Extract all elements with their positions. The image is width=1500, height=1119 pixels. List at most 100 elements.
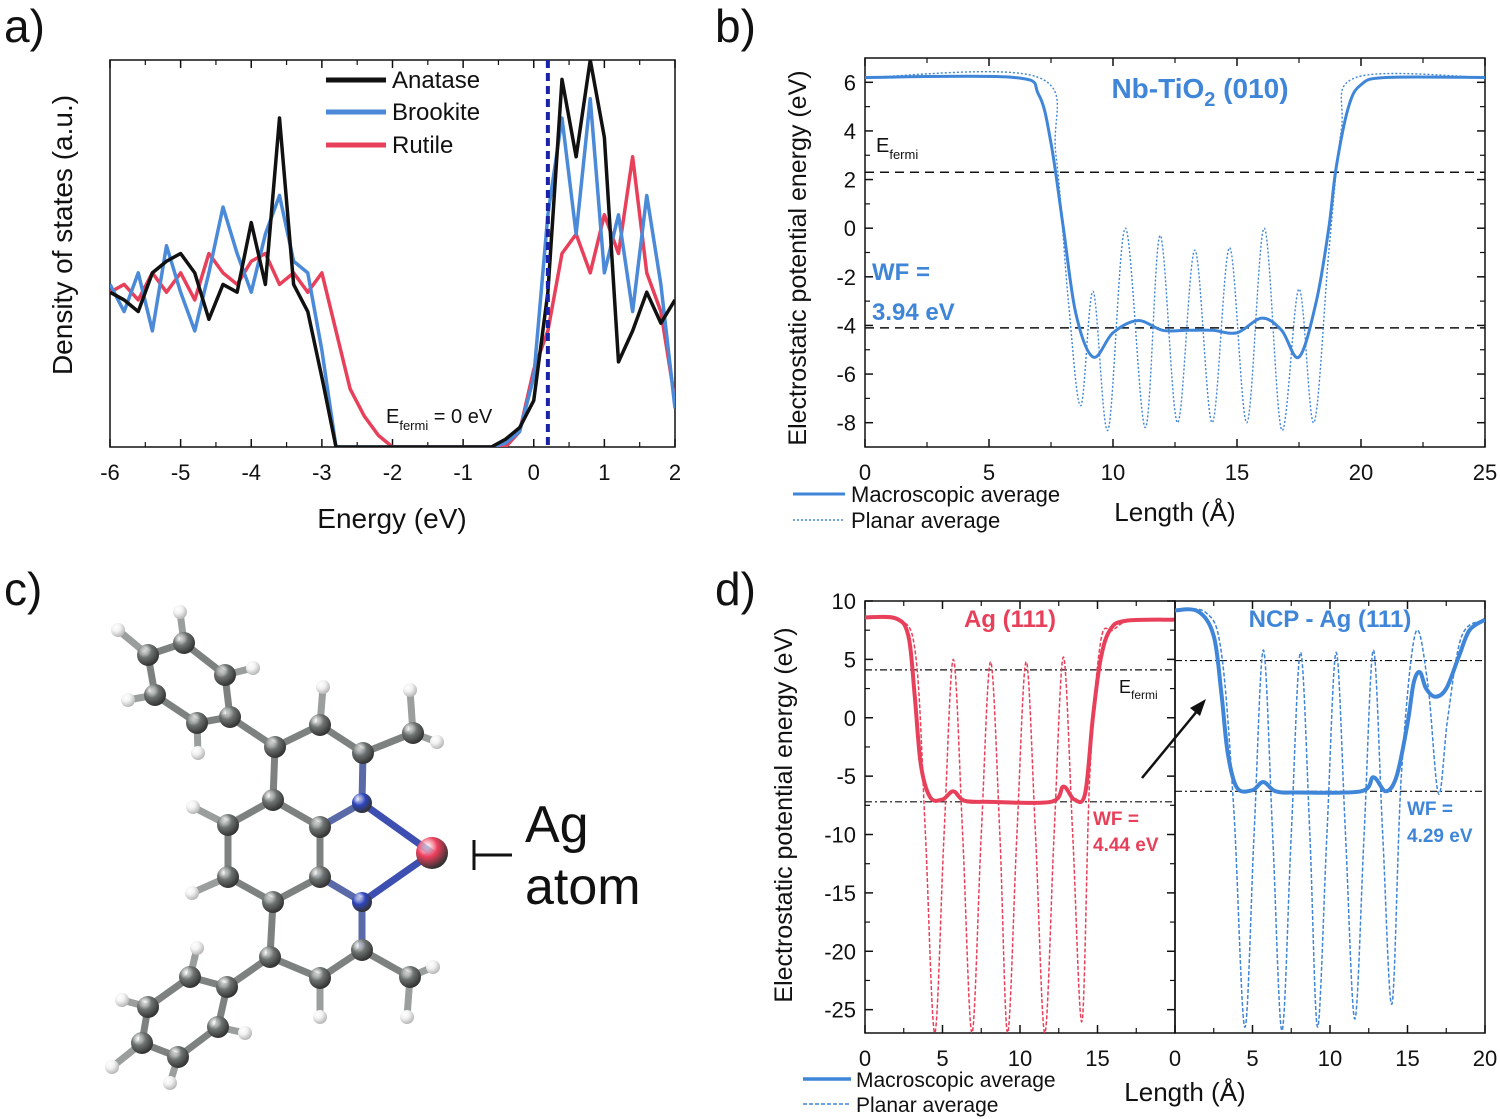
d-left-x-tick-label: 5 bbox=[936, 1046, 948, 1071]
a-x-tick-label: -3 bbox=[312, 460, 332, 485]
d-left-wf-2: 4.44 eV bbox=[1093, 835, 1159, 856]
ag-atom-callout: Ag atom bbox=[472, 796, 641, 916]
silver-atom bbox=[416, 837, 448, 869]
b-x-tick-label: 10 bbox=[1101, 460, 1125, 485]
d-right-x-tick-label: 10 bbox=[1318, 1046, 1342, 1071]
a-x-tick-label: 0 bbox=[528, 460, 540, 485]
d-legend-label-planar: Planar average bbox=[856, 1094, 998, 1117]
carbon-atom bbox=[219, 706, 241, 728]
carbon-atom bbox=[173, 632, 195, 654]
ag-label-line2: atom bbox=[525, 858, 641, 916]
dos-series-anatase bbox=[110, 60, 675, 447]
d-right-x-tick-label: 15 bbox=[1395, 1046, 1419, 1071]
d-right-series-planar bbox=[1175, 608, 1485, 1032]
b-legend-label-macro: Macroscopic average bbox=[851, 482, 1060, 507]
carbon-atom bbox=[262, 789, 284, 811]
d-left-y-tick-label: -15 bbox=[824, 881, 856, 906]
b-plot-frame bbox=[864, 57, 1486, 448]
carbon-atom bbox=[399, 966, 421, 988]
carbon-atom bbox=[137, 644, 159, 666]
fermi-annotation-suffix: = 0 eV bbox=[428, 406, 493, 428]
b-y-tick-label: -8 bbox=[836, 411, 856, 436]
d-left-series-planar bbox=[865, 615, 1175, 1033]
panel-label-b: b) bbox=[715, 0, 756, 52]
dos-legend: Anatase Brookite Rutile bbox=[326, 67, 480, 159]
panel-label-d: d) bbox=[715, 563, 756, 615]
b-y-tick-label: 6 bbox=[844, 70, 856, 95]
d-legend-label-macro: Macroscopic average bbox=[856, 1069, 1056, 1092]
d-y-axis-title: Electrostatic potential energy (eV) bbox=[770, 627, 798, 1002]
d-right-x-tick-label: 5 bbox=[1246, 1046, 1258, 1071]
b-series-macroscopic bbox=[864, 74, 1486, 360]
d-right-wf-1: WF = bbox=[1407, 799, 1453, 820]
b-fermi-label: Efermi bbox=[876, 135, 918, 162]
b-title-suffix: (010) bbox=[1215, 73, 1288, 104]
d-right-wf-2: 4.29 eV bbox=[1407, 826, 1473, 847]
hydrogen-atom bbox=[313, 1010, 327, 1024]
b-y-tick-label: -6 bbox=[836, 362, 856, 387]
b-y-tick-label: -2 bbox=[836, 265, 856, 290]
carbon-atom bbox=[351, 939, 373, 961]
carbon-atom bbox=[309, 866, 331, 888]
b-fermi-sub: fermi bbox=[889, 147, 918, 162]
d-right-title: NCP - Ag (111) bbox=[1249, 606, 1412, 633]
hydrogen-atom bbox=[173, 605, 187, 619]
b-title: Nb-TiO2 (010) bbox=[1111, 73, 1288, 111]
molecule-model bbox=[105, 605, 448, 1090]
d-left-x-tick-label: 0 bbox=[859, 1046, 871, 1071]
carbon-atom bbox=[137, 996, 159, 1018]
hydrogen-atom bbox=[191, 746, 205, 760]
d-left-y-tick-label: 10 bbox=[832, 589, 856, 614]
d-left-y-tick-label: -20 bbox=[824, 939, 856, 964]
d-left-y-tick-label: -5 bbox=[836, 764, 856, 789]
legend-label-brookite: Brookite bbox=[392, 99, 480, 126]
carbon-atom bbox=[352, 742, 374, 764]
b-x-axis-title: Length (Å) bbox=[1114, 497, 1235, 527]
a-x-tick-label: -1 bbox=[453, 460, 473, 485]
b-title-sub: 2 bbox=[1204, 89, 1215, 111]
b-x-tick-label: 0 bbox=[859, 460, 871, 485]
carbon-atom bbox=[186, 712, 208, 734]
d-left-y-tick-label: 0 bbox=[844, 706, 856, 731]
hydrogen-atom bbox=[238, 1026, 252, 1040]
ag-label-line1: Ag bbox=[525, 796, 589, 854]
d-x-axis-title: Length (Å) bbox=[1124, 1077, 1245, 1107]
carbon-atom bbox=[309, 967, 331, 989]
panel-label-c: c) bbox=[4, 563, 42, 615]
b-y-tick-label: 0 bbox=[844, 216, 856, 241]
carbon-atom bbox=[259, 946, 281, 968]
dos-y-axis-title: Density of states (a.u.) bbox=[47, 95, 78, 375]
d-fermi-sub: fermi bbox=[1131, 688, 1158, 702]
hydrogen-atom bbox=[105, 1060, 119, 1074]
carbon-atom bbox=[402, 722, 424, 744]
carbon-atom bbox=[264, 736, 286, 758]
hydrogen-atom bbox=[190, 941, 204, 955]
potential-chart-nb-tio2: Electrostatic potential energy (eV) Leng… bbox=[784, 57, 1497, 533]
d-right-x-tick-label: 20 bbox=[1473, 1046, 1497, 1071]
a-x-tick-label: 1 bbox=[598, 460, 610, 485]
hydrogen-atom bbox=[111, 623, 125, 637]
a-x-tick-label: 2 bbox=[669, 460, 681, 485]
carbon-atom bbox=[262, 891, 284, 913]
hydrogen-atom bbox=[430, 735, 444, 749]
a-x-tick-label: -2 bbox=[383, 460, 403, 485]
b-y-tick-label: -4 bbox=[836, 313, 856, 338]
panel-label-a: a) bbox=[4, 0, 45, 52]
dos-x-axis-title: Energy (eV) bbox=[317, 503, 466, 534]
b-legend: Macroscopic average Planar average bbox=[793, 482, 1060, 533]
d-left-y-tick-label: -10 bbox=[824, 823, 856, 848]
b-title-main: Nb-TiO bbox=[1111, 73, 1204, 104]
nitrogen-atom bbox=[352, 892, 372, 912]
d-fermi-label: Efermi bbox=[1119, 677, 1158, 702]
nitrogen-atom bbox=[352, 793, 372, 813]
carbon-atom bbox=[144, 684, 166, 706]
d-legend: Macroscopic average Planar average bbox=[803, 1069, 1056, 1117]
d-right-x-tick-label: 0 bbox=[1169, 1046, 1181, 1071]
carbon-atom bbox=[207, 1016, 229, 1038]
a-x-tick-label: -6 bbox=[100, 460, 120, 485]
hydrogen-atom bbox=[185, 886, 199, 900]
carbon-atom bbox=[131, 1032, 153, 1054]
hydrogen-atom bbox=[115, 993, 129, 1007]
b-y-axis-title: Electrostatic potential energy (eV) bbox=[784, 70, 812, 445]
